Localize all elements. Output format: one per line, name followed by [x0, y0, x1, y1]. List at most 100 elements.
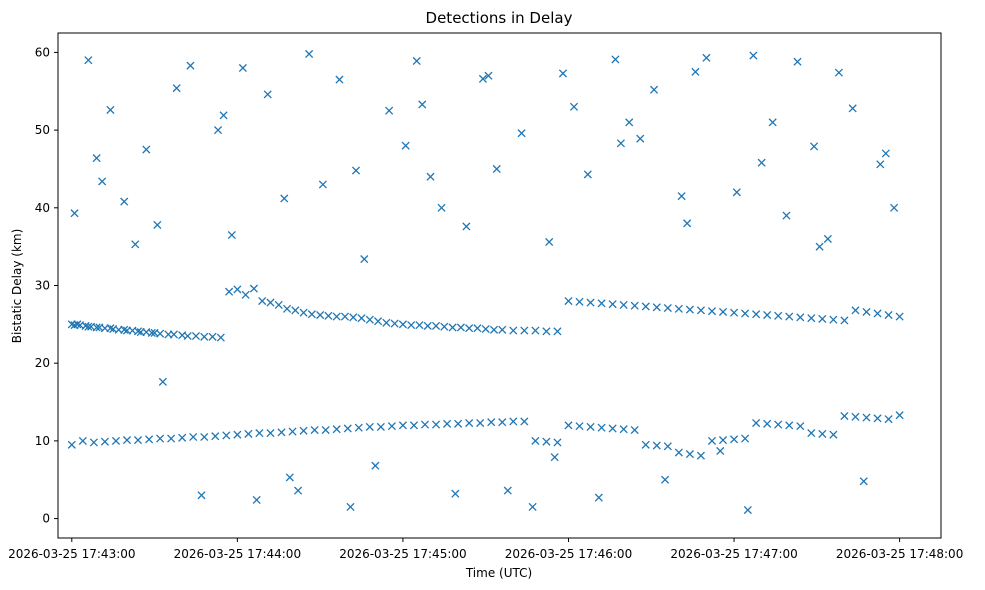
data-point [763, 419, 772, 428]
data-point [691, 67, 700, 76]
data-point [415, 321, 424, 330]
data-point [401, 141, 410, 150]
data-point [531, 326, 540, 335]
data-point [374, 317, 383, 326]
data-point [743, 505, 752, 515]
data-point [167, 434, 176, 443]
data-point [365, 315, 374, 324]
data-point [793, 57, 802, 66]
data-point [481, 324, 490, 334]
data-point [763, 310, 772, 320]
data-point [120, 325, 129, 334]
data-point [636, 134, 645, 143]
data-point [335, 75, 344, 84]
data-point [78, 436, 87, 445]
data-point [111, 436, 121, 445]
data-point [266, 429, 275, 438]
data-point [840, 316, 849, 325]
data-point [183, 331, 192, 341]
data-point [412, 56, 421, 66]
data-point [619, 425, 628, 434]
data-point [674, 304, 683, 313]
data-point [172, 84, 181, 93]
x-axis-label: Time (UTC) [465, 566, 532, 580]
data-point [407, 321, 416, 330]
data-point [729, 435, 739, 444]
data-point [818, 429, 827, 438]
data-point [890, 203, 899, 212]
data-point [884, 415, 893, 424]
data-point [208, 332, 217, 341]
data-point [420, 420, 430, 429]
data-point [440, 322, 449, 331]
data-point [158, 377, 167, 386]
data-point [520, 417, 529, 426]
plot-area [57, 32, 942, 539]
y-tick-label: 60 [35, 45, 50, 59]
data-point [398, 320, 407, 329]
data-point [280, 194, 289, 203]
data-point [465, 324, 474, 333]
data-point [564, 421, 573, 430]
data-point [340, 312, 350, 321]
data-point [357, 314, 366, 323]
data-point [630, 425, 639, 435]
data-point [252, 495, 261, 504]
data-point [431, 321, 441, 330]
data-point [89, 438, 98, 447]
data-point [489, 325, 499, 334]
data-point [661, 475, 670, 484]
data-point [718, 436, 728, 445]
data-point [191, 331, 201, 341]
data-point [398, 421, 407, 430]
data-point [288, 427, 297, 436]
data-point [222, 431, 231, 440]
data-point [829, 430, 838, 439]
chart-title: Detections in Delay [426, 9, 573, 27]
data-point [233, 285, 242, 294]
data-point [431, 420, 441, 429]
data-point [815, 242, 824, 251]
data-point [142, 145, 151, 154]
y-tick-label: 20 [35, 356, 50, 370]
data-points [67, 49, 904, 515]
data-point [785, 312, 794, 321]
y-tick-label: 50 [35, 123, 50, 137]
data-point [448, 323, 457, 332]
data-point [131, 240, 140, 249]
data-point [216, 333, 225, 342]
data-point [663, 442, 672, 451]
data-point [807, 314, 816, 323]
data-point [241, 290, 250, 299]
data-point [332, 312, 341, 321]
data-point [200, 332, 209, 341]
data-point [147, 328, 156, 337]
data-point [558, 69, 568, 78]
data-point [741, 309, 750, 318]
y-tick-label: 30 [35, 279, 50, 293]
data-point [169, 330, 178, 339]
data-point [106, 105, 115, 114]
data-point [848, 104, 857, 113]
data-point [696, 451, 705, 460]
data-point [752, 310, 761, 319]
data-point [426, 172, 435, 181]
data-point [718, 307, 728, 316]
data-point [285, 473, 294, 482]
data-point [707, 307, 717, 316]
data-point [749, 51, 758, 60]
data-point [829, 315, 838, 324]
data-point [796, 313, 805, 322]
data-point [200, 432, 209, 442]
data-point [542, 327, 551, 336]
data-point [213, 126, 223, 135]
data-point [586, 422, 595, 431]
data-point [774, 420, 783, 429]
data-point [437, 203, 446, 212]
data-point [316, 310, 325, 320]
x-tick-label: 2026-03-25 17:46:00 [505, 547, 632, 561]
data-point [451, 489, 460, 498]
data-point [492, 164, 501, 174]
data-point [92, 323, 101, 332]
